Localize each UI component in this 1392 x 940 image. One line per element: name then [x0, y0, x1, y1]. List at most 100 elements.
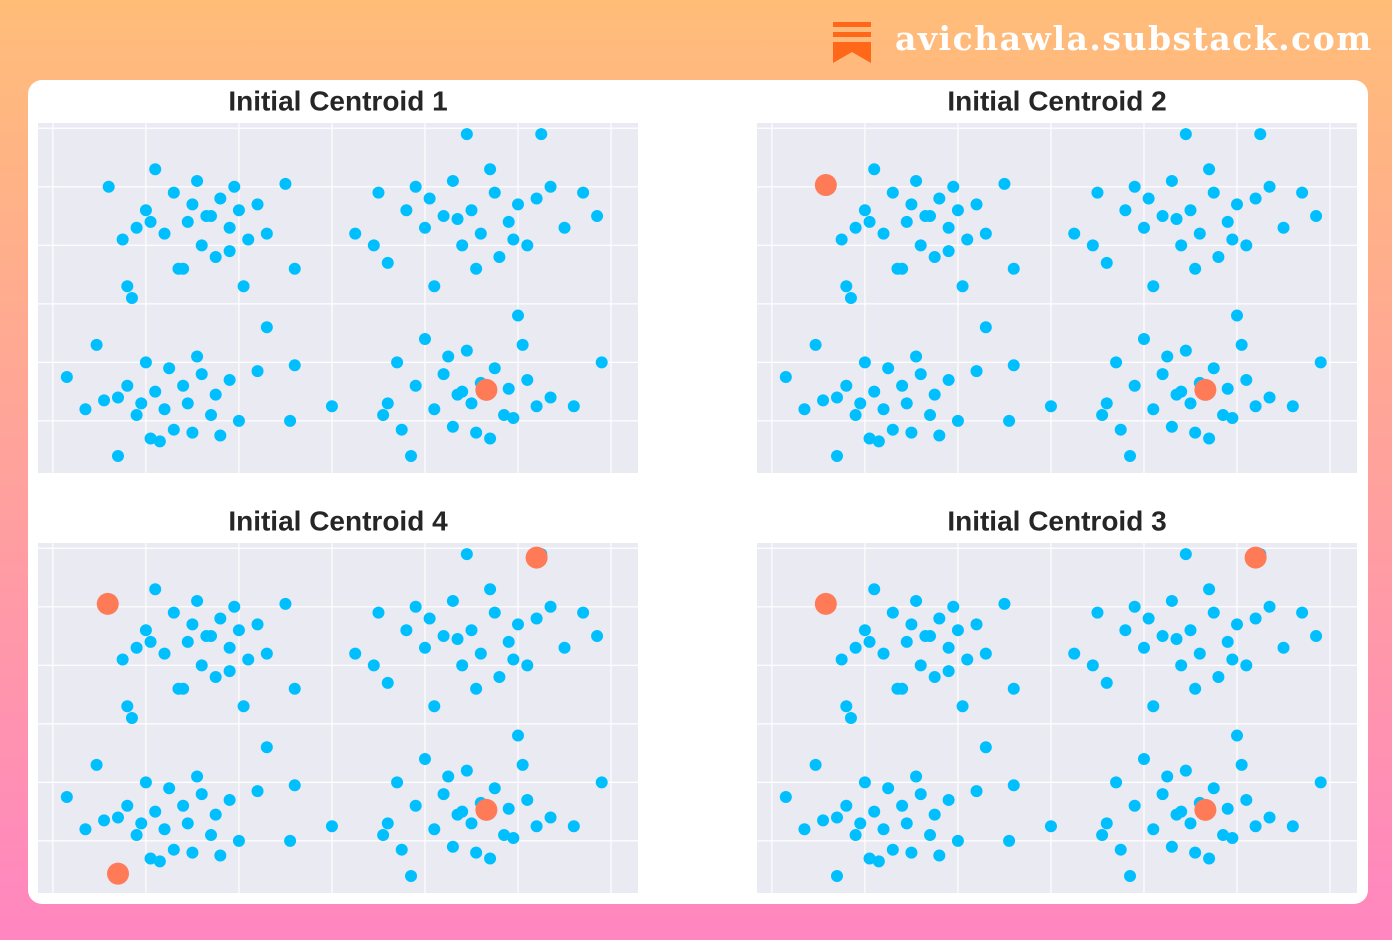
data-point	[1114, 843, 1127, 856]
data-point	[530, 192, 543, 205]
data-point	[470, 426, 483, 439]
data-point	[1193, 647, 1206, 660]
data-point	[1086, 239, 1099, 252]
data-point	[112, 391, 124, 404]
data-point	[1044, 400, 1057, 413]
data-point	[1128, 379, 1141, 392]
data-point	[381, 397, 394, 410]
data-point	[237, 700, 250, 713]
data-point	[186, 198, 199, 211]
data-point	[409, 799, 422, 812]
data-point	[223, 373, 236, 386]
data-point	[507, 653, 520, 666]
data-point	[279, 597, 292, 610]
data-point	[872, 435, 885, 448]
data-point	[232, 204, 245, 217]
data-point	[512, 618, 524, 631]
data-point	[251, 198, 264, 211]
data-point	[446, 840, 459, 853]
data-point	[349, 647, 362, 660]
data-point	[437, 368, 450, 381]
data-point	[595, 356, 608, 369]
data-point	[1184, 204, 1197, 217]
data-point	[1240, 239, 1253, 252]
data-point	[809, 758, 822, 771]
data-point	[405, 450, 418, 463]
data-point	[214, 192, 227, 205]
data-point	[1091, 606, 1104, 619]
data-point	[484, 163, 497, 176]
data-point	[488, 606, 501, 619]
data-point	[456, 239, 469, 252]
data-point	[460, 344, 473, 357]
data-point	[979, 647, 992, 660]
data-point	[1189, 846, 1202, 859]
data-point	[79, 403, 92, 416]
data-point	[493, 251, 506, 264]
data-point	[1003, 414, 1016, 427]
data-point	[951, 414, 964, 427]
data-point	[139, 356, 152, 369]
data-point	[1124, 450, 1137, 463]
data-point	[144, 432, 157, 445]
data-point	[1007, 262, 1020, 275]
data-point	[223, 245, 236, 258]
plot: Initial Centroid 3	[757, 505, 1357, 893]
data-point	[970, 198, 983, 211]
data-point	[1212, 251, 1225, 264]
data-point	[488, 362, 501, 375]
data-point	[567, 820, 580, 833]
data-point	[1184, 817, 1197, 830]
data-point	[437, 788, 450, 801]
data-point	[886, 843, 899, 856]
data-point	[905, 618, 918, 631]
data-point	[195, 659, 208, 672]
data-point	[868, 805, 881, 818]
data-point	[956, 280, 969, 293]
data-point	[1100, 676, 1113, 689]
data-point	[831, 870, 843, 883]
data-point	[1179, 764, 1192, 777]
data-point	[209, 808, 222, 821]
data-point	[502, 802, 515, 815]
data-point	[942, 641, 955, 654]
data-point	[928, 388, 941, 401]
data-point	[1249, 820, 1262, 833]
data-point	[998, 597, 1011, 610]
data-point	[186, 846, 199, 859]
data-point	[191, 594, 204, 607]
data-point	[877, 403, 890, 416]
data-point	[121, 379, 134, 392]
data-point	[1221, 382, 1234, 395]
data-point	[1226, 831, 1239, 844]
data-point	[1231, 618, 1243, 631]
data-point	[535, 128, 548, 141]
data-point	[516, 338, 529, 351]
data-point	[1114, 423, 1127, 436]
data-point	[1165, 840, 1178, 853]
data-point	[905, 198, 918, 211]
data-point	[544, 811, 557, 824]
data-point	[863, 852, 876, 865]
data-point	[951, 624, 964, 637]
data-point	[465, 204, 478, 217]
data-point	[442, 350, 455, 363]
data-point	[209, 388, 222, 401]
data-point	[919, 210, 932, 223]
data-point	[191, 770, 204, 783]
data-point	[372, 606, 385, 619]
data-point	[942, 221, 955, 234]
data-point	[872, 855, 885, 868]
centroid	[814, 174, 837, 197]
data-point	[446, 420, 459, 433]
data-point	[1068, 227, 1081, 240]
data-point	[251, 365, 264, 378]
data-point	[1142, 612, 1155, 625]
data-point	[910, 350, 923, 363]
data-point	[530, 820, 543, 833]
data-point	[817, 814, 830, 827]
data-point	[831, 811, 843, 824]
data-point	[849, 221, 862, 234]
data-point	[1175, 385, 1188, 398]
data-point	[863, 215, 876, 228]
